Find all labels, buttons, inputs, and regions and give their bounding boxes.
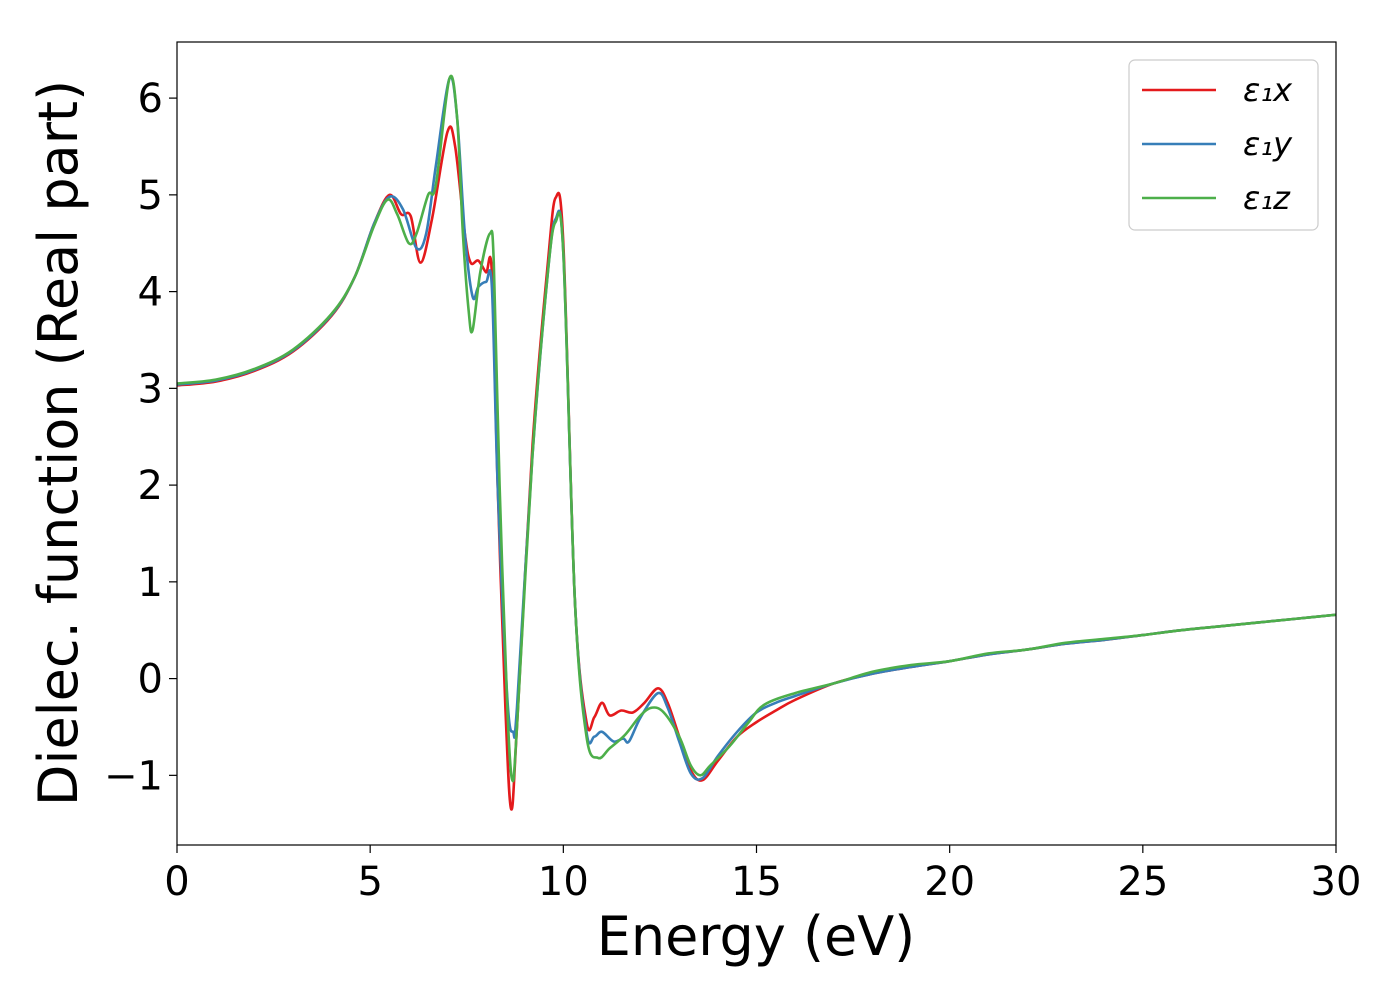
legend-label-1: ε₁x — [1243, 71, 1293, 109]
legend-label-2: ε₁y — [1243, 125, 1293, 163]
x-tick-label: 15 — [731, 859, 782, 905]
x-tick-label: 0 — [164, 859, 189, 905]
legend: ε₁x ε₁y ε₁z — [1128, 59, 1319, 231]
y-tick-label: 4 — [138, 270, 163, 316]
x-axis-label: Energy (eV) — [597, 905, 916, 968]
series-line-3 — [176, 74, 1337, 783]
y-tick-label: 1 — [138, 560, 163, 606]
y-tick-label: 5 — [138, 173, 163, 219]
y-tick-label: 2 — [138, 463, 163, 509]
x-axis-ticks: 0 5 10 15 20 25 30 — [164, 845, 1361, 905]
x-tick-label: 25 — [1117, 859, 1168, 905]
y-tick-label: −1 — [104, 753, 163, 799]
y-tick-label: 6 — [138, 76, 163, 122]
y-tick-label: 3 — [138, 366, 163, 412]
y-axis-ticks: −1 0 1 2 3 4 5 6 — [104, 76, 177, 799]
x-tick-label: 5 — [357, 859, 382, 905]
y-tick-label: 0 — [138, 657, 163, 703]
plot-lines — [176, 74, 1337, 811]
x-tick-label: 20 — [924, 859, 975, 905]
y-axis-label: Dielec. function (Real part) — [27, 80, 90, 806]
x-tick-label: 30 — [1311, 859, 1362, 905]
legend-label-3: ε₁z — [1243, 179, 1291, 217]
legend-box — [1128, 59, 1319, 231]
x-tick-label: 10 — [538, 859, 589, 905]
